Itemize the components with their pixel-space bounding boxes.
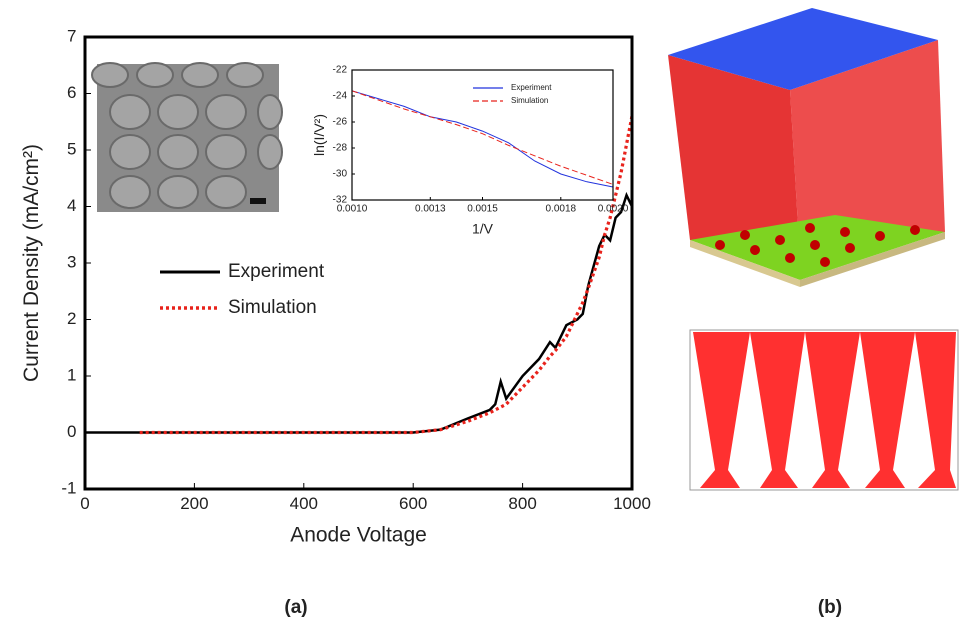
x-tick-label: 1000 [613,494,651,513]
y-tick-label: 3 [67,252,76,271]
y-tick-label: 7 [67,26,76,45]
legend-label: Simulation [511,96,548,105]
x-tick-label: 200 [180,494,208,513]
legend-label: Experiment [228,261,325,282]
x-tick-label: 0.0018 [546,204,577,215]
inset-background [352,70,613,200]
y-tick-label: -26 [333,117,348,128]
x-tick-label: 0.0013 [415,204,446,215]
y-tick-label: 0 [67,422,76,441]
figure: (a) (b) 02004006008001000-101234567Exper… [0,0,962,634]
x-axis-label: 1/V [472,221,494,237]
y-tick-label: -32 [333,195,348,206]
y-tick-label: 1 [67,365,76,384]
y-axis-label: Current Density (mA/cm²) [20,144,43,382]
x-tick-label: 600 [399,494,427,513]
y-tick-label: 5 [67,139,76,158]
y-tick-label: -28 [333,143,348,154]
sem-image [92,63,282,212]
y-tick-label: 6 [67,83,76,102]
x-tick-label: 0.0020 [598,204,629,215]
x-tick-label: 0 [80,494,89,513]
y-tick-label: -24 [333,91,348,102]
panel-label: (b) [818,597,842,618]
x-tick-label: 800 [508,494,536,513]
x-tick-label: 400 [290,494,318,513]
y-tick-label: 2 [67,309,76,328]
panel-label: (a) [284,597,307,618]
y-tick-label: -22 [333,65,348,76]
x-axis-label: Anode Voltage [290,523,427,546]
x-tick-label: 0.0015 [467,204,498,215]
simulation-render [668,8,958,490]
y-tick-label: 4 [67,196,76,215]
y-tick-label: -1 [61,478,76,497]
legend-label: Simulation [228,297,317,318]
y-axis-label: ln(I/V²) [311,114,327,156]
y-tick-label: -30 [333,169,348,180]
data-line [85,195,632,432]
legend-label: Experiment [511,83,552,92]
